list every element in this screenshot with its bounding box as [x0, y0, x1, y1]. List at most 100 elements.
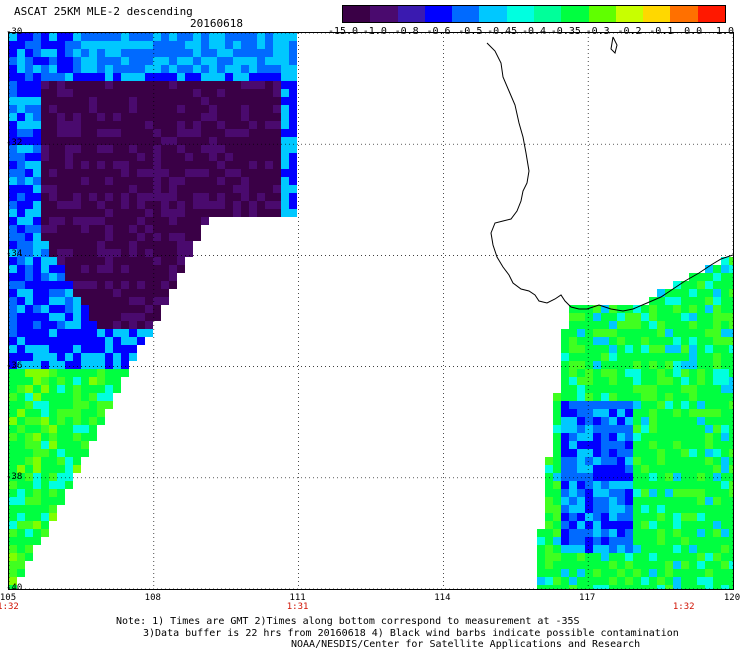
- swath-cell: [97, 129, 105, 137]
- swath-cell: [73, 297, 81, 305]
- swath-cell: [137, 313, 145, 321]
- swath-cell: [601, 353, 609, 361]
- swath-cell: [233, 161, 241, 169]
- swath-cell: [673, 353, 681, 361]
- time-label: 1:31: [286, 602, 309, 612]
- swath-cell: [729, 441, 733, 449]
- swath-cell: [617, 425, 625, 433]
- swath-cell: [17, 537, 25, 545]
- swath-cell: [681, 513, 689, 521]
- swath-cell: [121, 233, 129, 241]
- swath-cell: [105, 137, 113, 145]
- swath-cell: [73, 305, 81, 313]
- swath-cell: [49, 65, 57, 73]
- swath-cell: [81, 345, 89, 353]
- swath-cell: [137, 113, 145, 121]
- swath-cell: [577, 561, 585, 569]
- swath-cell: [49, 97, 57, 105]
- swath-cell: [113, 121, 121, 129]
- swath-cell: [257, 89, 265, 97]
- swath-cell: [41, 177, 49, 185]
- swath-cell: [721, 393, 729, 401]
- swath-cell: [33, 257, 41, 265]
- swath-cell: [553, 569, 561, 577]
- swath-cell: [105, 169, 113, 177]
- swath-cell: [73, 137, 81, 145]
- swath-cell: [73, 281, 81, 289]
- swath-cell: [41, 57, 49, 65]
- swath-cell: [657, 417, 665, 425]
- swath-cell: [625, 385, 633, 393]
- swath-cell: [217, 121, 225, 129]
- swath-cell: [641, 409, 649, 417]
- swath-cell: [689, 329, 697, 337]
- swath-cell: [289, 193, 297, 201]
- swath-cell: [729, 313, 733, 321]
- swath-cell: [281, 169, 289, 177]
- swath-cell: [681, 337, 689, 345]
- swath-cell: [49, 473, 57, 481]
- swath-cell: [105, 209, 113, 217]
- swath-cell: [121, 345, 129, 353]
- swath-cell: [65, 65, 73, 73]
- swath-cell: [561, 353, 569, 361]
- swath-cell: [233, 57, 241, 65]
- swath-cell: [657, 377, 665, 385]
- swath-cell: [585, 409, 593, 417]
- map-svg: [9, 33, 733, 589]
- swath-cell: [177, 49, 185, 57]
- swath-cell: [17, 569, 25, 577]
- swath-cell: [33, 241, 41, 249]
- swath-cell: [609, 345, 617, 353]
- swath-cell: [697, 505, 705, 513]
- swath-cell: [721, 529, 729, 537]
- swath-cell: [609, 329, 617, 337]
- swath-cell: [281, 121, 289, 129]
- swath-cell: [9, 361, 17, 369]
- swath-cell: [81, 49, 89, 57]
- swath-cell: [25, 281, 33, 289]
- swath-cell: [273, 41, 281, 49]
- swath-cell: [697, 297, 705, 305]
- swath-cell: [97, 345, 105, 353]
- swath-cell: [49, 393, 57, 401]
- swath-cell: [185, 153, 193, 161]
- swath-cell: [241, 121, 249, 129]
- swath-cell: [121, 193, 129, 201]
- swath-cell: [729, 489, 733, 497]
- swath-cell: [161, 153, 169, 161]
- swath-cell: [601, 361, 609, 369]
- swath-cell: [705, 305, 713, 313]
- swath-cell: [705, 569, 713, 577]
- swath-cell: [665, 473, 673, 481]
- swath-cell: [593, 337, 601, 345]
- swath-cell: [121, 337, 129, 345]
- swath-cell: [25, 33, 33, 41]
- swath-cell: [721, 329, 729, 337]
- swath-cell: [81, 57, 89, 65]
- swath-cell: [617, 353, 625, 361]
- swath-cell: [289, 105, 297, 113]
- swath-cell: [129, 105, 137, 113]
- swath-cell: [129, 153, 137, 161]
- swath-cell: [633, 457, 641, 465]
- swath-cell: [657, 489, 665, 497]
- swath-cell: [65, 113, 73, 121]
- swath-cell: [41, 473, 49, 481]
- swath-cell: [49, 113, 57, 121]
- swath-cell: [105, 249, 113, 257]
- swath-cell: [185, 121, 193, 129]
- swath-cell: [185, 49, 193, 57]
- swath-cell: [129, 313, 137, 321]
- swath-cell: [105, 121, 113, 129]
- swath-cell: [553, 401, 561, 409]
- swath-cell: [81, 137, 89, 145]
- swath-cell: [57, 73, 65, 81]
- swath-cell: [201, 129, 209, 137]
- swath-cell: [649, 385, 657, 393]
- swath-cell: [177, 201, 185, 209]
- swath-cell: [129, 305, 137, 313]
- swath-cell: [593, 361, 601, 369]
- swath-cell: [137, 201, 145, 209]
- swath-cell: [681, 409, 689, 417]
